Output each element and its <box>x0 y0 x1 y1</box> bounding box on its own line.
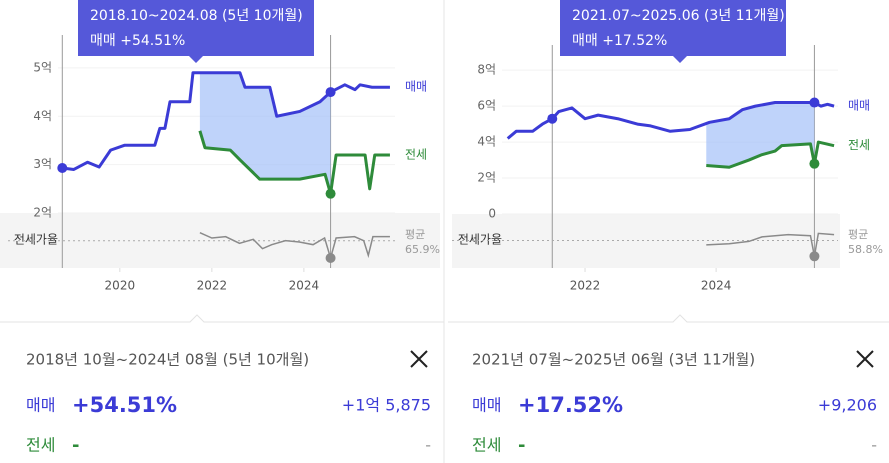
period-marker <box>547 113 558 124</box>
jeonse-rate: - <box>72 435 79 456</box>
jeonse-amount: - <box>425 436 431 455</box>
average-title: 평균 <box>405 228 425 241</box>
y-tick-label: 0 <box>488 207 496 221</box>
ratio-line <box>199 231 390 261</box>
close-button[interactable] <box>410 350 428 368</box>
average-title: 평균 <box>848 228 868 241</box>
x-tick-label: 2024 <box>701 279 732 293</box>
period-marker <box>809 97 820 108</box>
y-tick-label: 4억 <box>477 135 496 149</box>
x-tick-label: 2022 <box>570 279 601 293</box>
y-tick-label: 4억 <box>33 109 52 123</box>
period-marker <box>325 87 336 98</box>
average-value: 65.9% <box>405 243 440 256</box>
legend-label: 전세 <box>848 138 870 152</box>
tooltip-change: 매매 +17.52% <box>572 33 667 49</box>
series-line <box>62 71 390 171</box>
period-marker <box>809 158 820 169</box>
sale-rate: +17.52% <box>518 393 623 417</box>
average-value: 58.8% <box>848 243 883 256</box>
ratio-label: 전세가율 <box>458 233 502 247</box>
summary-period: 2021년 07월~2025년 06월 (3년 11개월) <box>472 351 755 369</box>
y-tick-label: 8억 <box>477 63 496 77</box>
ratio-line <box>706 232 835 257</box>
ratio-label: 전세가율 <box>14 233 58 247</box>
ratio-band <box>452 214 840 268</box>
tooltip-change: 매매 +54.51% <box>90 33 185 49</box>
close-button[interactable] <box>856 350 874 368</box>
sale-label: 매매 <box>472 396 501 415</box>
sale-label: 매매 <box>26 396 55 415</box>
period-marker <box>57 163 68 174</box>
change-area <box>199 72 331 194</box>
tooltip-period: 2021.07~2025.06 (3년 11개월) <box>572 8 785 24</box>
tooltip-box <box>78 0 314 63</box>
y-tick-label: 2억 <box>33 206 52 220</box>
y-tick-label: 5억 <box>33 60 52 74</box>
ratio-marker <box>809 251 820 262</box>
y-tick-label: 6억 <box>477 99 496 113</box>
change-area <box>706 102 815 168</box>
summary-divider <box>0 314 889 323</box>
jeonse-label: 전세 <box>26 436 55 455</box>
sale-amount: +1억 5,875 <box>342 396 431 415</box>
sale-rate: +54.51% <box>72 393 177 417</box>
ratio-marker <box>325 253 336 263</box>
legend-label: 매매 <box>848 99 870 113</box>
legend-label: 매매 <box>405 80 427 94</box>
jeonse-label: 전세 <box>472 436 501 455</box>
x-tick-label: 2024 <box>289 279 320 293</box>
tooltip-period: 2018.10~2024.08 (5년 10개월) <box>90 8 303 24</box>
jeonse-rate: - <box>518 435 525 456</box>
y-tick-label: 2억 <box>477 171 496 185</box>
series-line <box>706 140 835 169</box>
summary-period: 2018년 10월~2024년 08월 (5년 10개월) <box>26 351 309 369</box>
summary-right: 2021년 07월~2025년 06월 (3년 11개월) 매매 +17.52%… <box>472 350 877 456</box>
sale-amount: +9,206 <box>818 396 877 415</box>
jeonse-amount: - <box>871 436 877 455</box>
y-tick-label: 3억 <box>33 157 52 171</box>
x-tick-label: 2020 <box>105 279 136 293</box>
x-tick-label: 2022 <box>197 279 228 293</box>
period-marker <box>325 188 336 199</box>
tooltip-box <box>560 0 786 63</box>
legend-label: 전세 <box>405 147 427 161</box>
summary-left: 2018년 10월~2024년 08월 (5년 10개월) 매매 +54.51%… <box>26 350 431 456</box>
series-line <box>198 130 390 196</box>
